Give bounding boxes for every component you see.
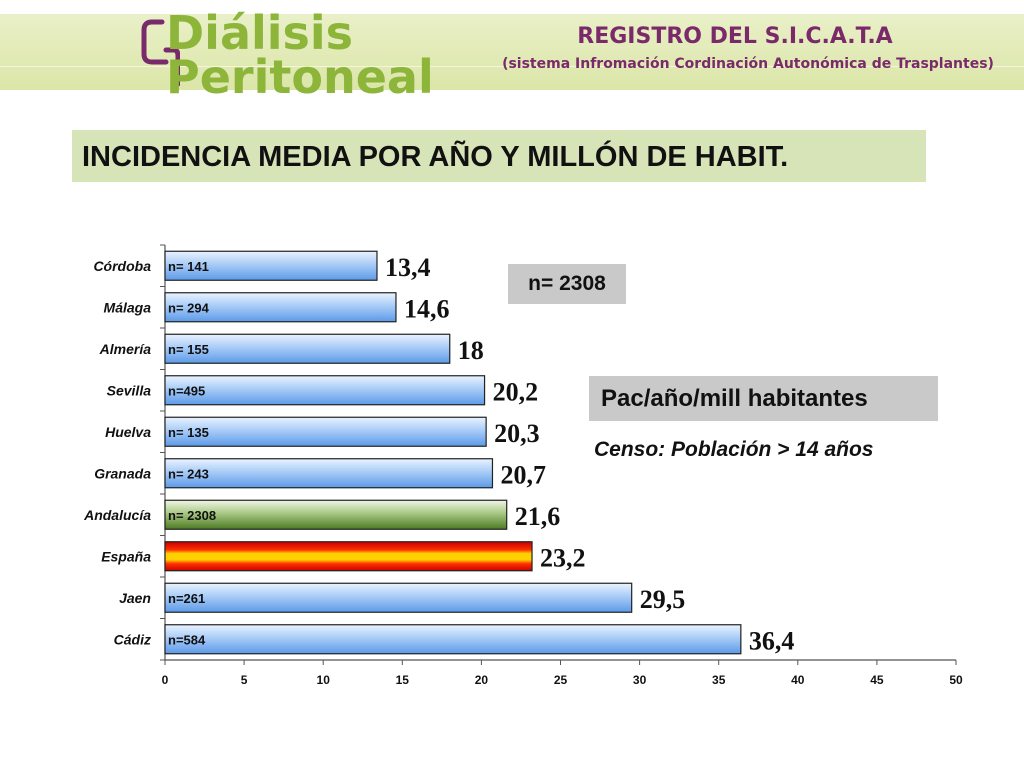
bar-n-label: n= 135	[168, 425, 209, 440]
x-tick-label: 30	[633, 673, 647, 687]
category-label: Sevilla	[107, 382, 152, 398]
logo-line-1: Diálisis	[166, 6, 354, 60]
data-label: 36,4	[749, 626, 795, 655]
data-label: 29,5	[640, 585, 686, 614]
category-label: Almería	[99, 341, 152, 357]
bar-n-label: n= 243	[168, 466, 209, 481]
x-tick-label: 20	[475, 673, 489, 687]
x-tick-label: 45	[870, 673, 884, 687]
bar	[164, 250, 378, 281]
registro-title: REGISTRO DEL S.I.C.A.T.A	[577, 24, 893, 49]
data-label: 23,2	[540, 543, 586, 572]
logo-line-2: Peritoneal	[166, 50, 434, 104]
dialisis-peritoneal-logo: Diálisis Peritoneal	[140, 4, 434, 102]
x-tick-label: 15	[396, 673, 410, 687]
category-label: Huelva	[105, 424, 151, 440]
bar-n-label: n= 294	[168, 300, 210, 315]
bar	[164, 582, 633, 613]
data-label: 20,7	[500, 460, 546, 489]
category-label: Jaen	[119, 590, 151, 606]
bar	[164, 416, 487, 447]
category-label: Andalucía	[83, 507, 151, 523]
bar	[164, 541, 533, 572]
page-title: INCIDENCIA MEDIA POR AÑO Y MILLÓN DE HAB…	[72, 130, 926, 182]
data-label: 20,2	[493, 377, 538, 406]
data-label: 18	[458, 336, 484, 365]
data-label: 13,4	[385, 253, 431, 282]
data-label: 21,6	[515, 502, 561, 531]
bar	[164, 375, 486, 406]
category-label: Granada	[94, 465, 151, 481]
x-tick-label: 10	[317, 673, 331, 687]
bar-n-label: n= 141	[168, 259, 209, 274]
x-tick-label: 35	[712, 673, 726, 687]
bar	[164, 624, 742, 655]
units-label-box: Pac/año/mill habitantes	[589, 376, 938, 421]
category-label: Málaga	[104, 299, 152, 315]
x-tick-label: 0	[162, 673, 169, 687]
bar-n-label: n=584	[168, 632, 206, 647]
x-tick-label: 40	[791, 673, 805, 687]
category-label: Cádiz	[114, 631, 151, 647]
category-label: España	[101, 548, 151, 564]
bar-n-label: n= 2308	[168, 508, 216, 523]
bar	[164, 499, 508, 530]
registro-subtitle: (sistema Infromación Cordinación Autonóm…	[502, 56, 994, 72]
x-tick-label: 50	[949, 673, 963, 687]
bar	[164, 333, 451, 364]
bar-n-label: n=261	[168, 591, 205, 606]
data-label: 20,3	[494, 419, 540, 448]
bar-n-label: n=495	[168, 383, 205, 398]
x-tick-label: 25	[554, 673, 568, 687]
logo-mark-icon	[141, 19, 180, 87]
total-n-box: n= 2308	[508, 264, 626, 304]
bar	[164, 458, 494, 489]
bar	[164, 292, 397, 323]
data-label: 14,6	[404, 294, 450, 323]
header-band-divider	[0, 66, 1024, 67]
bar-n-label: n= 155	[168, 342, 209, 357]
x-tick-label: 5	[241, 673, 248, 687]
category-label: Córdoba	[93, 258, 151, 274]
censo-note: Censo: Población > 14 años	[594, 438, 874, 461]
